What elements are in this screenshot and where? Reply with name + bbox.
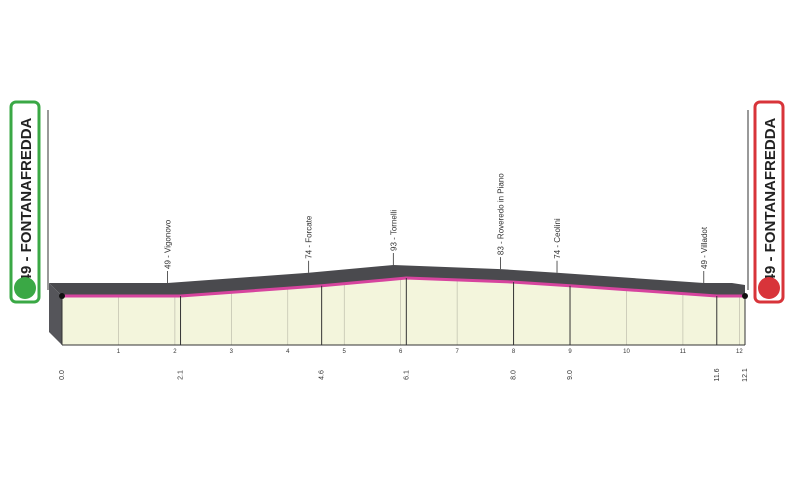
start-label: 49 - FONTANAFREDDA	[18, 117, 35, 282]
x-tick-label: 3	[230, 349, 234, 355]
x-tick-label: 4	[286, 349, 290, 355]
waypoint-dot	[59, 293, 65, 299]
finish-banner: 49 - FONTANAFREDDA	[753, 100, 785, 304]
km-label: 11.6	[714, 368, 721, 381]
x-tick-label: 11	[680, 349, 687, 355]
finish-label: 49 - FONTANAFREDDA	[762, 117, 779, 282]
annotation: 74 - Ceolini	[553, 218, 562, 259]
finish-icon	[758, 277, 780, 299]
km-label: 6.1	[403, 370, 410, 380]
waypoint-dot	[742, 293, 748, 299]
annotation: 49 - Villadot	[700, 226, 709, 269]
x-tick-label: 6	[399, 349, 403, 355]
start-banner: 49 - FONTANAFREDDA	[9, 100, 41, 304]
x-tick-label: 5	[343, 349, 347, 355]
km-label: 12.1	[742, 368, 749, 382]
x-tick-label: 12	[736, 349, 743, 355]
km-label: 2.1	[178, 370, 185, 380]
profile-top	[49, 265, 745, 296]
profile-line	[62, 276, 745, 298]
x-tick-label: 1	[117, 349, 121, 355]
km-label: 9.0	[567, 370, 574, 380]
x-tick-label: 10	[623, 349, 630, 355]
x-tick-label: 9	[568, 349, 572, 355]
annotation: 49 - Vigonovo	[164, 219, 173, 269]
km-label: 8.0	[511, 370, 518, 380]
annotation: 83 - Roveredo in Piano	[497, 173, 506, 255]
x-tick-label: 8	[512, 349, 516, 355]
x-tick-label: 2	[173, 349, 177, 355]
annotation: 93 - Tornelli	[389, 210, 398, 251]
x-tick-label: 7	[455, 349, 459, 355]
km-label: 4.6	[319, 370, 326, 380]
finish-frame	[753, 100, 785, 304]
profile-side	[49, 283, 62, 345]
annotation: 74 - Forcate	[305, 215, 314, 259]
start-icon	[14, 277, 36, 299]
start-frame	[9, 100, 41, 304]
km-label: 0.0	[59, 370, 66, 380]
